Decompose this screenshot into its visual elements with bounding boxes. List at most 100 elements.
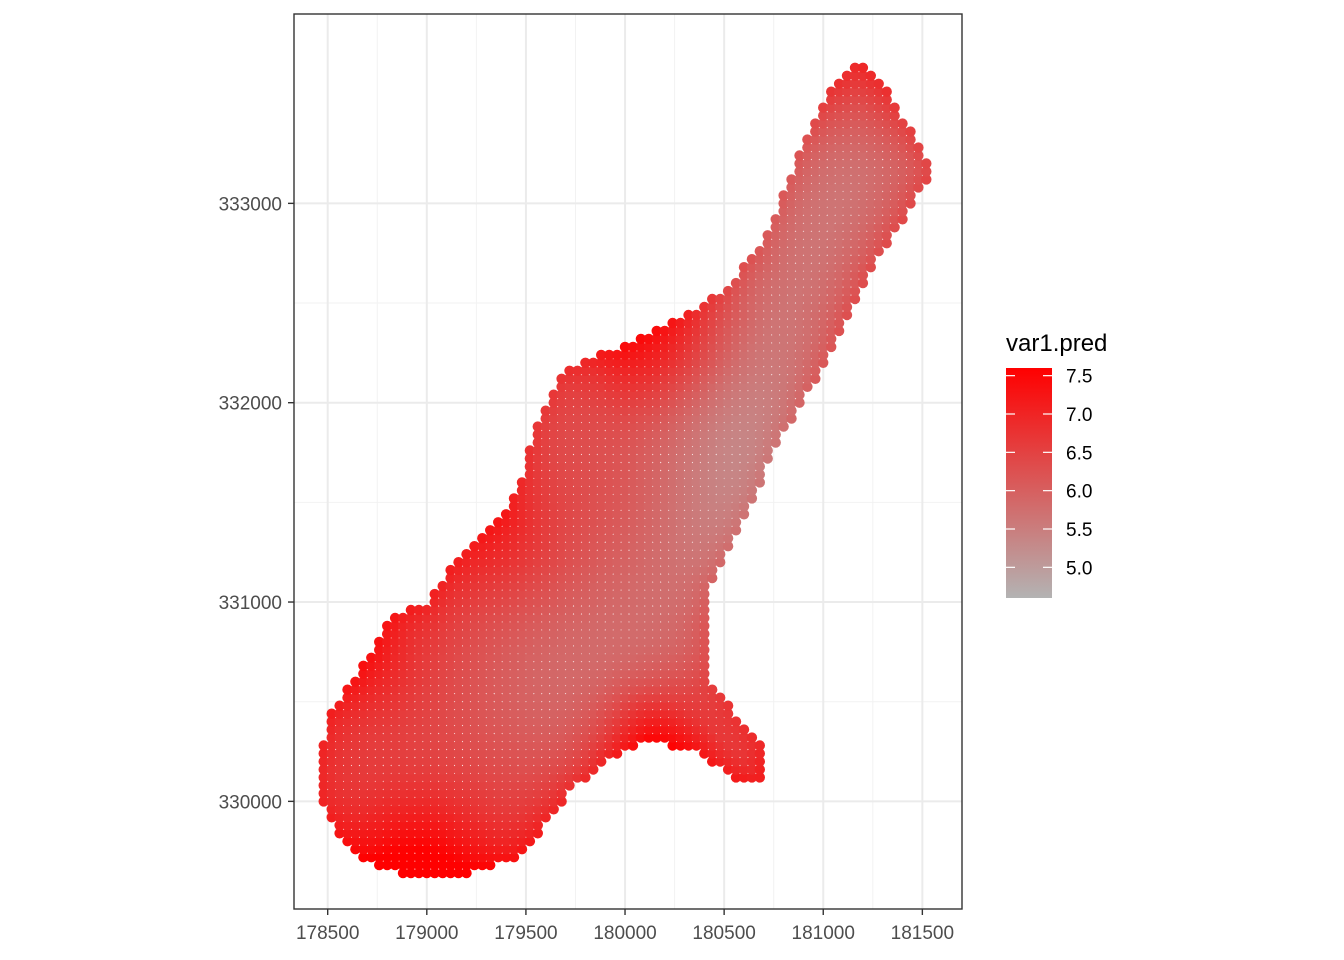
data-point — [651, 700, 662, 711]
data-point — [500, 541, 512, 552]
data-point — [643, 684, 654, 695]
data-point — [477, 572, 488, 584]
data-point — [437, 732, 448, 743]
data-point — [461, 604, 472, 616]
data-point — [651, 485, 662, 496]
data-point — [445, 612, 456, 624]
data-point — [548, 788, 559, 799]
data-point — [659, 533, 670, 544]
data-point — [572, 580, 583, 592]
data-point — [802, 269, 813, 281]
data-point — [580, 628, 591, 640]
data-point — [627, 405, 639, 416]
data-point — [905, 150, 916, 161]
data-point — [770, 293, 781, 305]
data-point — [382, 740, 393, 751]
data-point — [659, 349, 670, 361]
data-point — [802, 285, 813, 297]
data-point — [857, 222, 869, 233]
data-point — [548, 389, 559, 400]
data-point — [651, 604, 662, 616]
data-point — [627, 668, 639, 679]
data-point — [532, 804, 543, 815]
data-point — [675, 620, 686, 632]
data-point — [715, 317, 726, 329]
data-point — [596, 357, 607, 368]
data-point — [540, 676, 551, 687]
data-point — [604, 700, 615, 711]
data-point — [326, 812, 337, 823]
data-point — [889, 166, 900, 177]
data-point — [540, 580, 551, 592]
data-point — [540, 469, 551, 480]
data-point — [413, 620, 425, 632]
data-point — [572, 389, 583, 400]
data-point — [683, 325, 694, 337]
data-point — [374, 772, 385, 783]
data-point — [699, 596, 710, 608]
data-point — [778, 365, 789, 376]
data-point — [659, 652, 670, 663]
data-point — [715, 501, 726, 512]
data-point — [604, 541, 615, 552]
data-point — [730, 381, 742, 392]
data-point — [738, 772, 750, 783]
data-point — [707, 349, 718, 361]
data-point — [794, 381, 805, 392]
data-point — [382, 732, 393, 743]
data-point — [675, 636, 686, 648]
data-point — [429, 620, 440, 632]
data-point — [818, 158, 829, 169]
data-point — [540, 796, 551, 807]
plot-panel-border — [293, 13, 963, 910]
data-point — [358, 732, 369, 743]
data-point — [802, 134, 813, 145]
data-point — [818, 238, 829, 249]
data-point — [413, 852, 425, 863]
data-point — [897, 118, 908, 129]
data-point — [437, 844, 448, 855]
data-point — [405, 852, 417, 863]
data-point — [596, 636, 607, 648]
data-point — [841, 94, 853, 105]
data-point — [469, 676, 480, 687]
data-point — [841, 269, 853, 281]
data-point — [366, 692, 377, 703]
data-point — [826, 230, 837, 241]
data-point — [627, 421, 639, 432]
data-point — [691, 477, 702, 488]
data-point — [611, 684, 623, 695]
data-point — [508, 716, 520, 727]
data-point — [715, 333, 726, 345]
data-point — [485, 836, 496, 847]
data-point — [485, 780, 496, 791]
data-point — [445, 740, 456, 751]
data-point — [413, 844, 425, 855]
data-point — [857, 118, 869, 129]
data-point — [556, 549, 567, 560]
data-point — [778, 381, 789, 392]
data-point — [627, 644, 639, 656]
data-point — [556, 557, 567, 568]
data-point — [841, 198, 853, 209]
data-point — [405, 740, 417, 751]
data-point — [691, 612, 702, 624]
data-point — [397, 852, 409, 863]
data-point — [500, 660, 512, 671]
data-point — [540, 437, 551, 448]
data-point — [611, 580, 623, 592]
data-point — [627, 437, 639, 448]
data-point — [770, 317, 781, 329]
data-point — [810, 285, 821, 297]
data-point — [516, 748, 528, 759]
data-point — [382, 716, 393, 727]
data-point — [469, 708, 480, 719]
data-point — [778, 246, 789, 257]
data-point — [611, 365, 623, 376]
data-point — [675, 429, 686, 440]
data-point — [818, 214, 829, 225]
data-point — [738, 357, 750, 368]
data-point — [802, 158, 813, 169]
data-point — [493, 684, 504, 695]
data-point — [659, 365, 670, 376]
